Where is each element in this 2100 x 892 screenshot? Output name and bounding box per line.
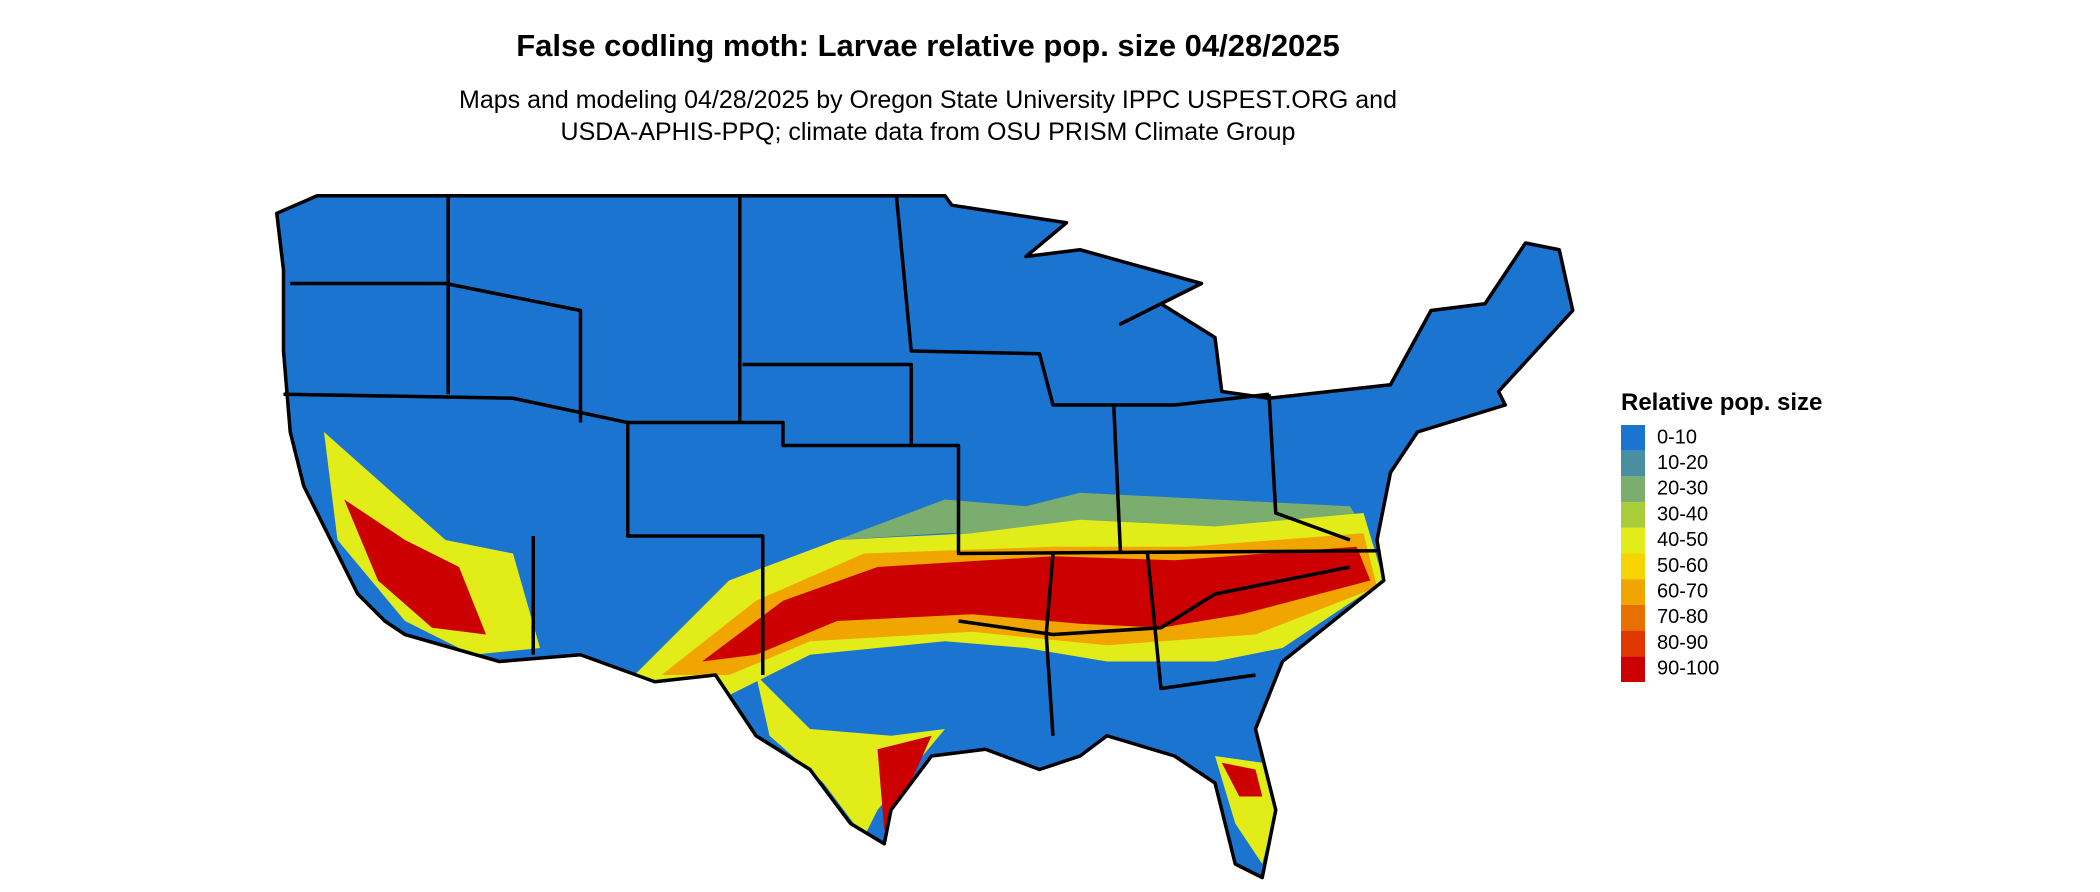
legend-swatch — [1621, 476, 1645, 503]
subtitle: Maps and modeling 04/28/2025 by Oregon S… — [459, 86, 1397, 114]
legend-label: 30-40 — [1657, 503, 1708, 525]
subtitle: USDA-APHIS-PPQ; climate data from OSU PR… — [561, 118, 1296, 146]
legend-label: 50-60 — [1657, 555, 1708, 577]
legend-label: 0-10 — [1657, 426, 1697, 448]
legend-label: 60-70 — [1657, 580, 1708, 602]
legend-swatch — [1621, 527, 1645, 554]
map-fill — [276, 195, 1573, 878]
legend: 0-10 10-20 20-30 30-40 40-50 50-60 60-70 70-80 8… — [1621, 425, 1719, 682]
legend-label: 70-80 — [1657, 606, 1708, 628]
legend-label: 80-90 — [1657, 632, 1708, 654]
zone — [1221, 762, 1263, 797]
legend-label: 40-50 — [1657, 529, 1708, 551]
legend-swatch — [1621, 553, 1645, 580]
legend-swatch — [1621, 425, 1645, 451]
legend-swatch — [1621, 579, 1645, 605]
state-borders — [274, 193, 1575, 880]
zone — [756, 675, 945, 837]
zone — [702, 546, 1371, 662]
zone — [1215, 756, 1276, 864]
zone — [877, 735, 932, 831]
title: False codling moth: Larvae relative pop.… — [516, 28, 1340, 63]
legend-swatch — [1621, 604, 1645, 631]
zone — [324, 432, 540, 655]
legend-swatch — [1621, 502, 1645, 528]
map — [274, 193, 1575, 880]
legend-swatch — [1621, 656, 1645, 682]
legend-swatch — [1621, 630, 1645, 657]
legend-label: 90-100 — [1657, 658, 1719, 680]
zone — [344, 499, 486, 635]
legend-swatch — [1621, 450, 1645, 477]
legend-title: Relative pop. size — [1621, 389, 1822, 416]
legend-label: 20-30 — [1657, 478, 1708, 500]
legend-label: 10-20 — [1657, 452, 1708, 474]
